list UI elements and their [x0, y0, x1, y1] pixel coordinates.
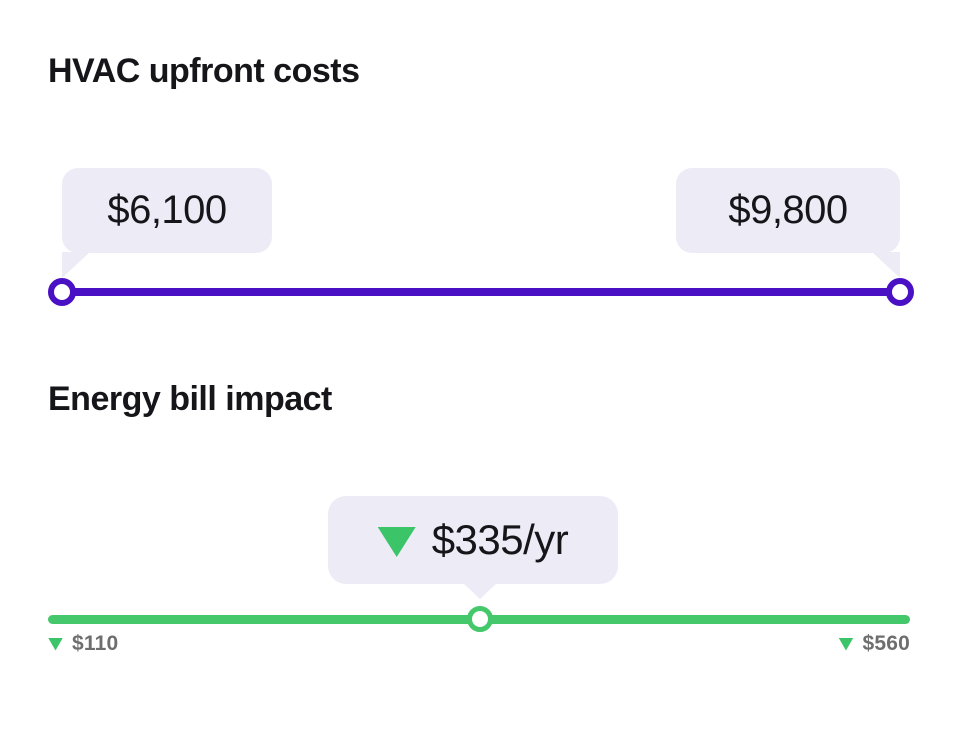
energy-slider-handle[interactable] [467, 606, 493, 632]
energy-savings-bubble: $335/yr [328, 496, 618, 584]
energy-bill-impact-title: Energy bill impact [48, 380, 332, 418]
min-cost-value: $6,100 [107, 188, 227, 232]
hvac-upfront-costs-title: HVAC upfront costs [48, 52, 360, 90]
min-cost-bubble-tail [62, 252, 90, 278]
max-cost-bubble: $9,800 [676, 168, 900, 253]
energy-savings-bubble-tail [463, 583, 497, 599]
hvac-range-slider-min-handle[interactable] [48, 278, 76, 306]
energy-min-label: $110 [48, 632, 118, 656]
energy-max-label: $560 [838, 632, 910, 656]
hvac-range-slider-max-handle[interactable] [886, 278, 914, 306]
energy-savings-value: $335/yr [431, 516, 569, 563]
hvac-range-slider-track[interactable] [62, 288, 900, 296]
decrease-triangle-icon [48, 637, 63, 651]
decrease-triangle-icon [838, 637, 854, 651]
energy-min-value: $110 [72, 632, 119, 655]
max-cost-value: $9,800 [728, 188, 848, 232]
max-cost-bubble-tail [872, 252, 900, 278]
decrease-triangle-icon [377, 527, 416, 557]
energy-max-value: $560 [862, 632, 910, 655]
min-cost-bubble: $6,100 [62, 168, 272, 253]
